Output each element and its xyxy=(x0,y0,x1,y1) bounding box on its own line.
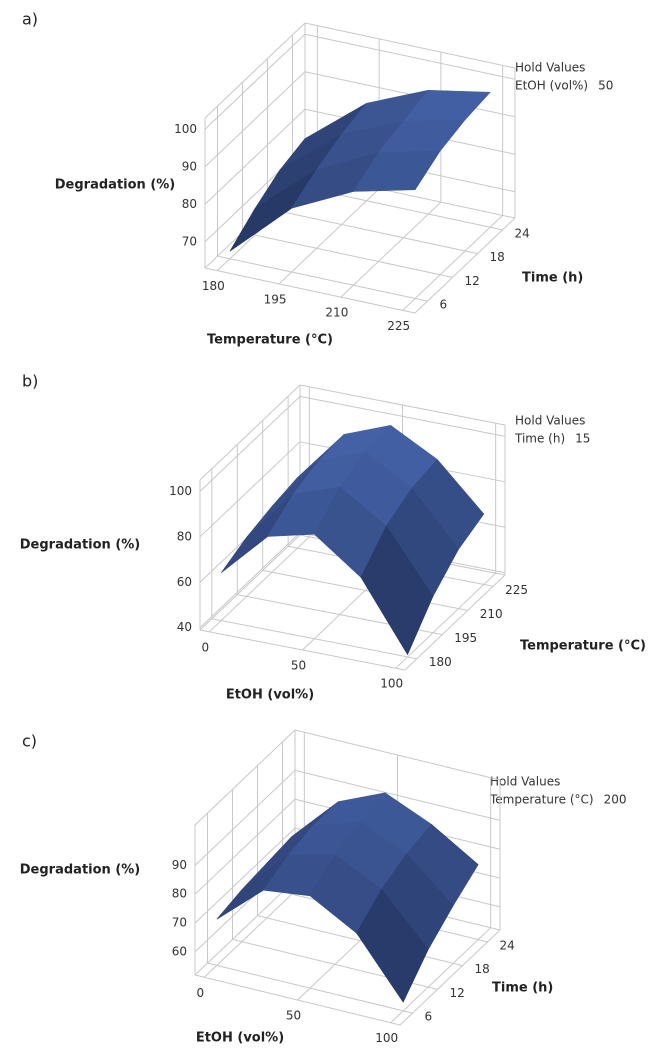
grid-line xyxy=(242,231,453,278)
grid-line xyxy=(262,569,468,611)
box-edge xyxy=(414,217,516,314)
grid-line xyxy=(199,441,301,538)
y-axis-label: Time (h) xyxy=(522,271,583,286)
x-tick-label: 225 xyxy=(387,319,410,333)
z-axis-label: Degradation (%) xyxy=(55,178,175,193)
y-tick-label: 24 xyxy=(515,226,530,240)
z-tick-label: 40 xyxy=(177,620,192,634)
hold-title: Hold Values xyxy=(515,414,585,428)
y-axis-label: Temperature (°C) xyxy=(520,639,646,654)
x-tick-label: 50 xyxy=(286,1009,301,1023)
z-tick-label: 70 xyxy=(182,234,197,248)
box-edge xyxy=(194,879,296,976)
x-tick-label: 100 xyxy=(380,677,403,691)
box-edge xyxy=(404,574,506,671)
grid-line xyxy=(304,33,516,80)
grid-line xyxy=(194,798,296,895)
x-tick-label: 100 xyxy=(375,1031,398,1045)
y-tick-label: 210 xyxy=(480,607,503,621)
y-tick-label: 225 xyxy=(505,583,528,597)
grid-line xyxy=(199,532,301,629)
y-tick-label: 6 xyxy=(425,1010,433,1024)
z-tick-label: 80 xyxy=(182,197,197,211)
hold-title: Hold Values xyxy=(515,61,585,75)
z-tick-label: 80 xyxy=(172,887,187,901)
surface-patch xyxy=(356,888,429,1003)
y-axis-label: Time (h) xyxy=(492,981,553,996)
z-tick-label: 60 xyxy=(177,575,192,589)
panel-label: b) xyxy=(22,372,38,391)
grid-line xyxy=(267,208,478,255)
box-edge xyxy=(399,929,501,1026)
x-tick-label: 0 xyxy=(196,986,204,1000)
y-tick-label: 180 xyxy=(429,655,452,669)
box-edge xyxy=(194,729,296,826)
y-tick-label: 24 xyxy=(500,938,515,952)
box-edge xyxy=(199,534,301,631)
grid-line xyxy=(204,33,306,130)
hold-value: 50 xyxy=(598,79,613,93)
z-axis-label: Degradation (%) xyxy=(20,863,140,878)
grid-line xyxy=(395,572,497,669)
hold-value: 200 xyxy=(604,793,627,807)
hold-value: 15 xyxy=(575,432,590,446)
y-tick-label: 12 xyxy=(450,986,465,1000)
hold-label: EtOH (vol%) xyxy=(515,79,588,93)
x-axis-label: EtOH (vol%) xyxy=(196,1031,284,1046)
grid-line xyxy=(204,71,306,168)
hold-label: Temperature (°C) xyxy=(489,793,594,807)
grid-line xyxy=(217,255,428,302)
hold-title: Hold Values xyxy=(490,775,560,789)
panel-label: a) xyxy=(22,10,38,29)
x-axis-label: EtOH (vol%) xyxy=(226,688,314,703)
x-tick-label: 195 xyxy=(264,292,287,306)
z-tick-label: 60 xyxy=(172,944,187,958)
grid-line xyxy=(207,962,413,1014)
grid-line xyxy=(278,188,380,285)
grid-line xyxy=(340,201,442,298)
y-tick-label: 6 xyxy=(440,298,448,312)
box-edge xyxy=(204,22,306,119)
y-tick-label: 18 xyxy=(475,962,490,976)
hold-label: Time (h) xyxy=(514,432,565,446)
x-tick-label: 0 xyxy=(201,640,209,654)
grid-line xyxy=(390,927,492,1024)
surface-patch xyxy=(360,525,434,656)
y-tick-label: 12 xyxy=(465,274,480,288)
grid-line xyxy=(199,396,301,492)
y-tick-label: 195 xyxy=(454,631,477,645)
grid-line xyxy=(211,618,417,660)
z-tick-label: 80 xyxy=(177,529,192,543)
surface-patch xyxy=(352,150,441,192)
panel-label: c) xyxy=(22,732,37,751)
grid-line xyxy=(203,881,305,978)
z-tick-label: 70 xyxy=(172,916,187,930)
box-edge xyxy=(199,384,301,481)
z-tick-label: 90 xyxy=(172,858,187,872)
z-tick-label: 100 xyxy=(169,484,192,498)
y-tick-label: 18 xyxy=(490,250,505,264)
grid-line xyxy=(204,108,306,205)
grid-line xyxy=(208,536,310,633)
box-edge xyxy=(304,22,516,69)
grid-line xyxy=(194,827,296,924)
grid-line xyxy=(257,915,463,967)
box-edge xyxy=(204,267,416,314)
z-tick-label: 90 xyxy=(182,159,197,173)
x-tick-label: 50 xyxy=(291,659,306,673)
x-axis-label: Temperature (°C) xyxy=(207,333,333,348)
grid-line xyxy=(194,770,296,866)
grid-line xyxy=(402,214,503,311)
x-tick-label: 180 xyxy=(202,279,225,293)
z-axis-label: Degradation (%) xyxy=(20,538,140,553)
z-tick-label: 100 xyxy=(174,122,197,136)
x-tick-label: 210 xyxy=(325,306,348,320)
